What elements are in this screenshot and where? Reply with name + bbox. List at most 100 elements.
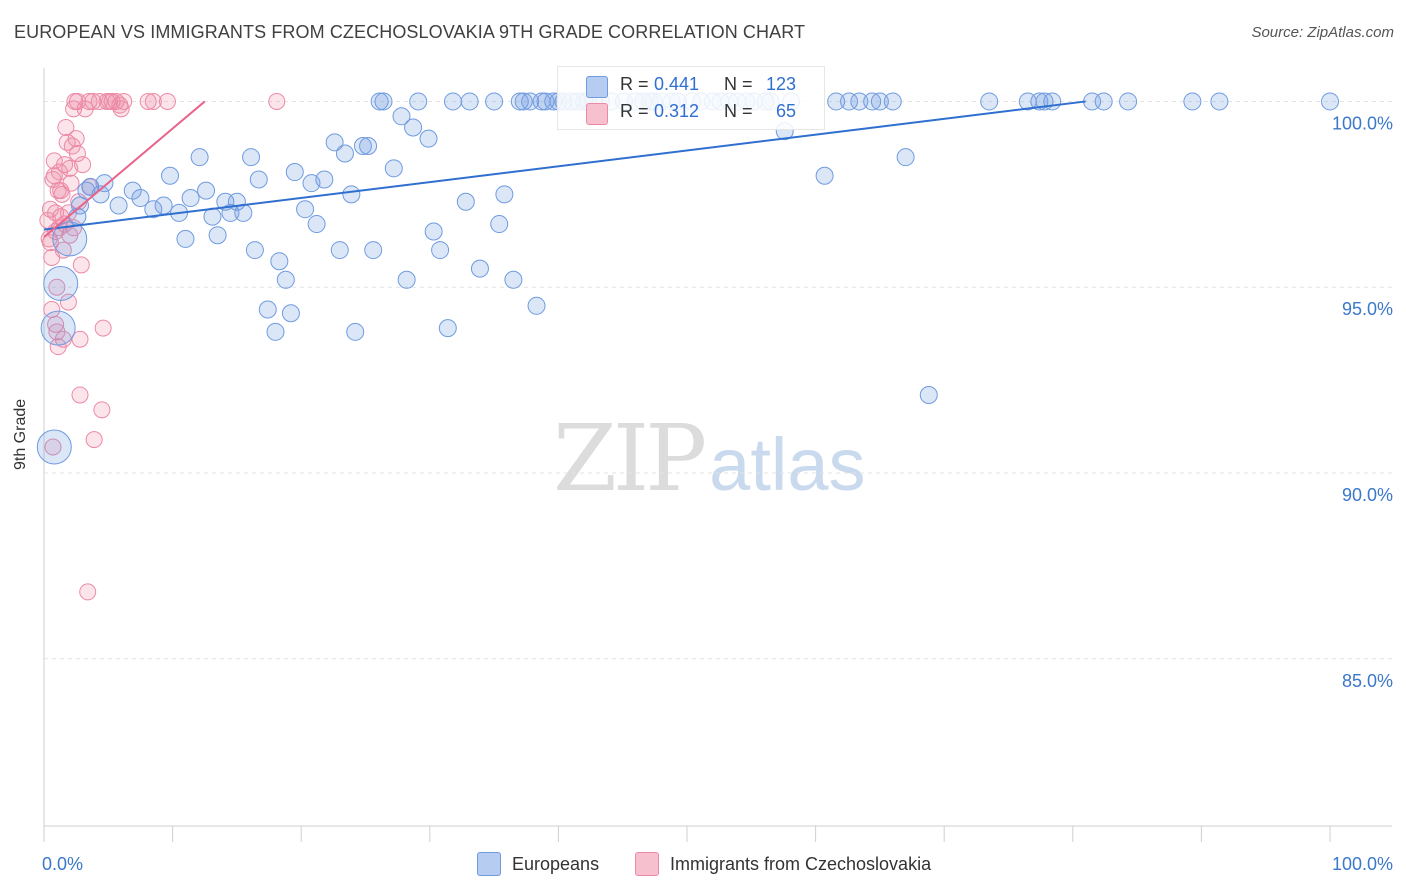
- trendline-europeans: [43, 100, 1086, 231]
- stats-r-value: 0.441: [654, 74, 700, 94]
- chart-title: EUROPEAN VS IMMIGRANTS FROM CZECHOSLOVAK…: [14, 22, 806, 42]
- stats-n-label: N =: [724, 74, 753, 94]
- legend-item-europeans[interactable]: Europeans: [477, 851, 599, 877]
- watermark: ZIPatlas: [553, 405, 865, 512]
- point-europeans: [510, 92, 529, 111]
- point-europeans: [342, 185, 361, 204]
- point-europeans: [36, 429, 72, 465]
- point-europeans: [43, 266, 79, 302]
- point-europeans: [919, 385, 938, 404]
- legend-label: Europeans: [512, 853, 600, 874]
- point-europeans: [161, 166, 180, 185]
- point-czechoslovakia: [67, 130, 85, 148]
- point-europeans: [1321, 92, 1339, 111]
- point-europeans: [197, 181, 216, 200]
- point-czechoslovakia: [144, 92, 162, 110]
- point-europeans: [40, 310, 76, 346]
- point-europeans: [176, 229, 195, 248]
- point-europeans: [258, 300, 277, 319]
- point-europeans: [409, 92, 428, 111]
- point-europeans: [424, 222, 443, 241]
- point-czechoslovakia: [85, 431, 103, 449]
- point-czechoslovakia: [59, 293, 77, 311]
- point-europeans: [1119, 92, 1138, 111]
- point-europeans: [850, 92, 869, 111]
- point-europeans: [896, 148, 915, 167]
- point-europeans: [359, 137, 378, 156]
- point-europeans: [285, 163, 304, 182]
- point-czechoslovakia: [68, 144, 86, 162]
- point-europeans: [234, 203, 253, 222]
- source-credit: Source: ZipAtlas.com: [1251, 24, 1394, 41]
- point-europeans: [419, 129, 438, 148]
- point-europeans: [470, 259, 489, 278]
- legend-swatch-blue: [477, 852, 501, 876]
- y-tick-label: 85.0%: [1342, 671, 1393, 691]
- legend-swatch-pink: [635, 852, 659, 876]
- point-europeans: [536, 92, 555, 111]
- point-europeans: [827, 92, 846, 111]
- point-europeans: [815, 166, 834, 185]
- point-czechoslovakia: [158, 92, 176, 110]
- point-europeans: [296, 200, 315, 219]
- point-europeans: [154, 196, 173, 215]
- point-czechoslovakia: [71, 330, 89, 348]
- point-czechoslovakia: [112, 100, 130, 118]
- point-czechoslovakia: [103, 92, 121, 110]
- point-europeans: [485, 92, 504, 111]
- point-europeans: [883, 92, 902, 111]
- point-czechoslovakia: [93, 401, 111, 419]
- point-europeans: [353, 137, 372, 156]
- point-czechoslovakia: [52, 182, 70, 200]
- point-czechoslovakia: [139, 92, 157, 110]
- point-czechoslovakia: [71, 386, 89, 404]
- point-czechoslovakia: [57, 118, 75, 136]
- point-czechoslovakia: [84, 92, 102, 110]
- y-tick-label: 95.0%: [1342, 299, 1393, 319]
- point-czechoslovakia: [94, 319, 112, 337]
- point-europeans: [221, 203, 240, 222]
- legend-item-czechoslovakia[interactable]: Immigrants from Czechoslovakia: [635, 851, 931, 877]
- point-europeans: [438, 319, 457, 338]
- point-czechoslovakia: [45, 152, 63, 170]
- point-europeans: [266, 322, 285, 341]
- point-czechoslovakia: [44, 438, 62, 456]
- point-europeans: [181, 189, 200, 208]
- point-europeans: [392, 107, 411, 126]
- point-czechoslovakia: [61, 159, 79, 177]
- stats-box: R = 0.441 N = 123 R = 0.312 N = 65: [557, 66, 825, 130]
- point-europeans: [384, 159, 403, 178]
- point-europeans: [1043, 92, 1062, 111]
- point-europeans: [281, 304, 300, 323]
- point-czechoslovakia: [49, 338, 67, 356]
- point-europeans: [460, 92, 479, 111]
- stats-r-label: R =: [620, 101, 649, 121]
- legend-label: Immigrants from Czechoslovakia: [670, 853, 932, 874]
- point-europeans: [91, 185, 110, 204]
- stats-n-value: 65: [776, 101, 797, 121]
- point-czechoslovakia: [54, 241, 72, 259]
- point-europeans: [527, 296, 546, 315]
- point-europeans: [131, 189, 150, 208]
- point-europeans: [276, 270, 295, 289]
- point-europeans: [504, 270, 523, 289]
- point-europeans: [123, 181, 142, 200]
- watermark-atlas: atlas: [709, 423, 866, 506]
- point-europeans: [495, 185, 514, 204]
- point-europeans: [490, 215, 509, 234]
- point-europeans: [81, 177, 100, 196]
- point-europeans: [397, 270, 416, 289]
- point-europeans: [346, 322, 365, 341]
- point-europeans: [325, 133, 344, 152]
- stats-n-value: 123: [766, 74, 797, 94]
- point-europeans: [456, 192, 475, 211]
- trendline-czechoslovakia: [43, 100, 206, 238]
- point-czechoslovakia: [79, 583, 97, 601]
- point-europeans: [863, 92, 882, 111]
- point-europeans: [980, 92, 999, 111]
- y-tick-label: 100.0%: [1332, 113, 1393, 133]
- point-europeans: [144, 200, 163, 219]
- point-europeans: [870, 92, 889, 111]
- point-europeans: [307, 215, 326, 234]
